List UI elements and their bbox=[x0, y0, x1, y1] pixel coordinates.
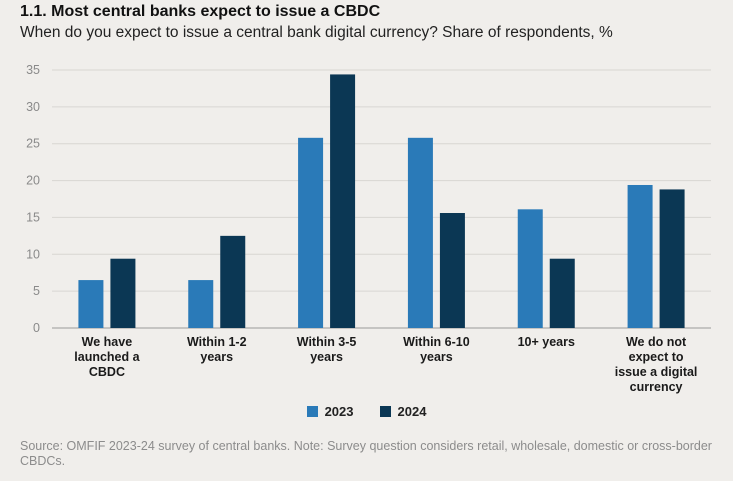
legend-item-2023: 2023 bbox=[306, 404, 354, 419]
bars bbox=[78, 74, 685, 329]
y-tick-label: 30 bbox=[26, 100, 40, 114]
y-tick-label: 5 bbox=[33, 284, 40, 298]
x-tick-label: We do not expect to issue a digital currenc… bbox=[615, 335, 698, 394]
x-tick-label: 10+ years bbox=[518, 335, 575, 349]
y-tick-label: 0 bbox=[33, 321, 40, 335]
bar-2024 bbox=[549, 258, 575, 328]
y-tick-label: 15 bbox=[26, 210, 40, 224]
bar-2023 bbox=[627, 184, 653, 328]
bar-2024 bbox=[659, 189, 685, 328]
bar-2024 bbox=[220, 235, 246, 328]
bar-2024 bbox=[110, 258, 136, 328]
bar-2024 bbox=[439, 213, 465, 328]
x-tick-label: Within 6-10 years bbox=[403, 335, 470, 364]
chart-title: 1.1. Most central banks expect to issue … bbox=[20, 3, 381, 20]
bar-chart: 0 5 10 15 20 25 30 35 We have launched a CBDC With… bbox=[26, 63, 711, 394]
chart-subtitle: When do you expect to issue a central ba… bbox=[20, 24, 613, 41]
legend-swatch-2024 bbox=[379, 406, 391, 417]
bar-2024 bbox=[330, 74, 356, 329]
y-tick-label: 35 bbox=[26, 63, 40, 77]
legend-label-2023: 2023 bbox=[324, 404, 354, 419]
y-tick-label: 20 bbox=[26, 174, 40, 188]
legend-swatch-2023 bbox=[306, 406, 318, 417]
gridlines bbox=[52, 69, 711, 329]
source-note: Source: OMFIF 2023-24 survey of central … bbox=[20, 439, 712, 468]
bar-2023 bbox=[78, 280, 104, 328]
bar-2023 bbox=[517, 209, 543, 328]
x-tick-label: Within 1-2 years bbox=[187, 335, 247, 364]
y-tick-label: 25 bbox=[26, 137, 40, 151]
x-tick-label: We have launched a CBDC bbox=[74, 335, 140, 379]
bar-2023 bbox=[298, 137, 324, 328]
legend: 2023 2024 bbox=[0, 404, 733, 419]
bar-2023 bbox=[407, 137, 433, 328]
legend-item-2024: 2024 bbox=[379, 404, 427, 419]
y-axis: 0 5 10 15 20 25 30 35 bbox=[26, 63, 40, 335]
y-tick-label: 10 bbox=[26, 247, 40, 261]
legend-label-2024: 2024 bbox=[397, 404, 427, 419]
x-tick-label: Within 3-5 years bbox=[297, 335, 357, 364]
x-axis-labels: We have launched a CBDC Within 1-2 years With… bbox=[74, 335, 697, 394]
bar-2023 bbox=[188, 280, 214, 328]
